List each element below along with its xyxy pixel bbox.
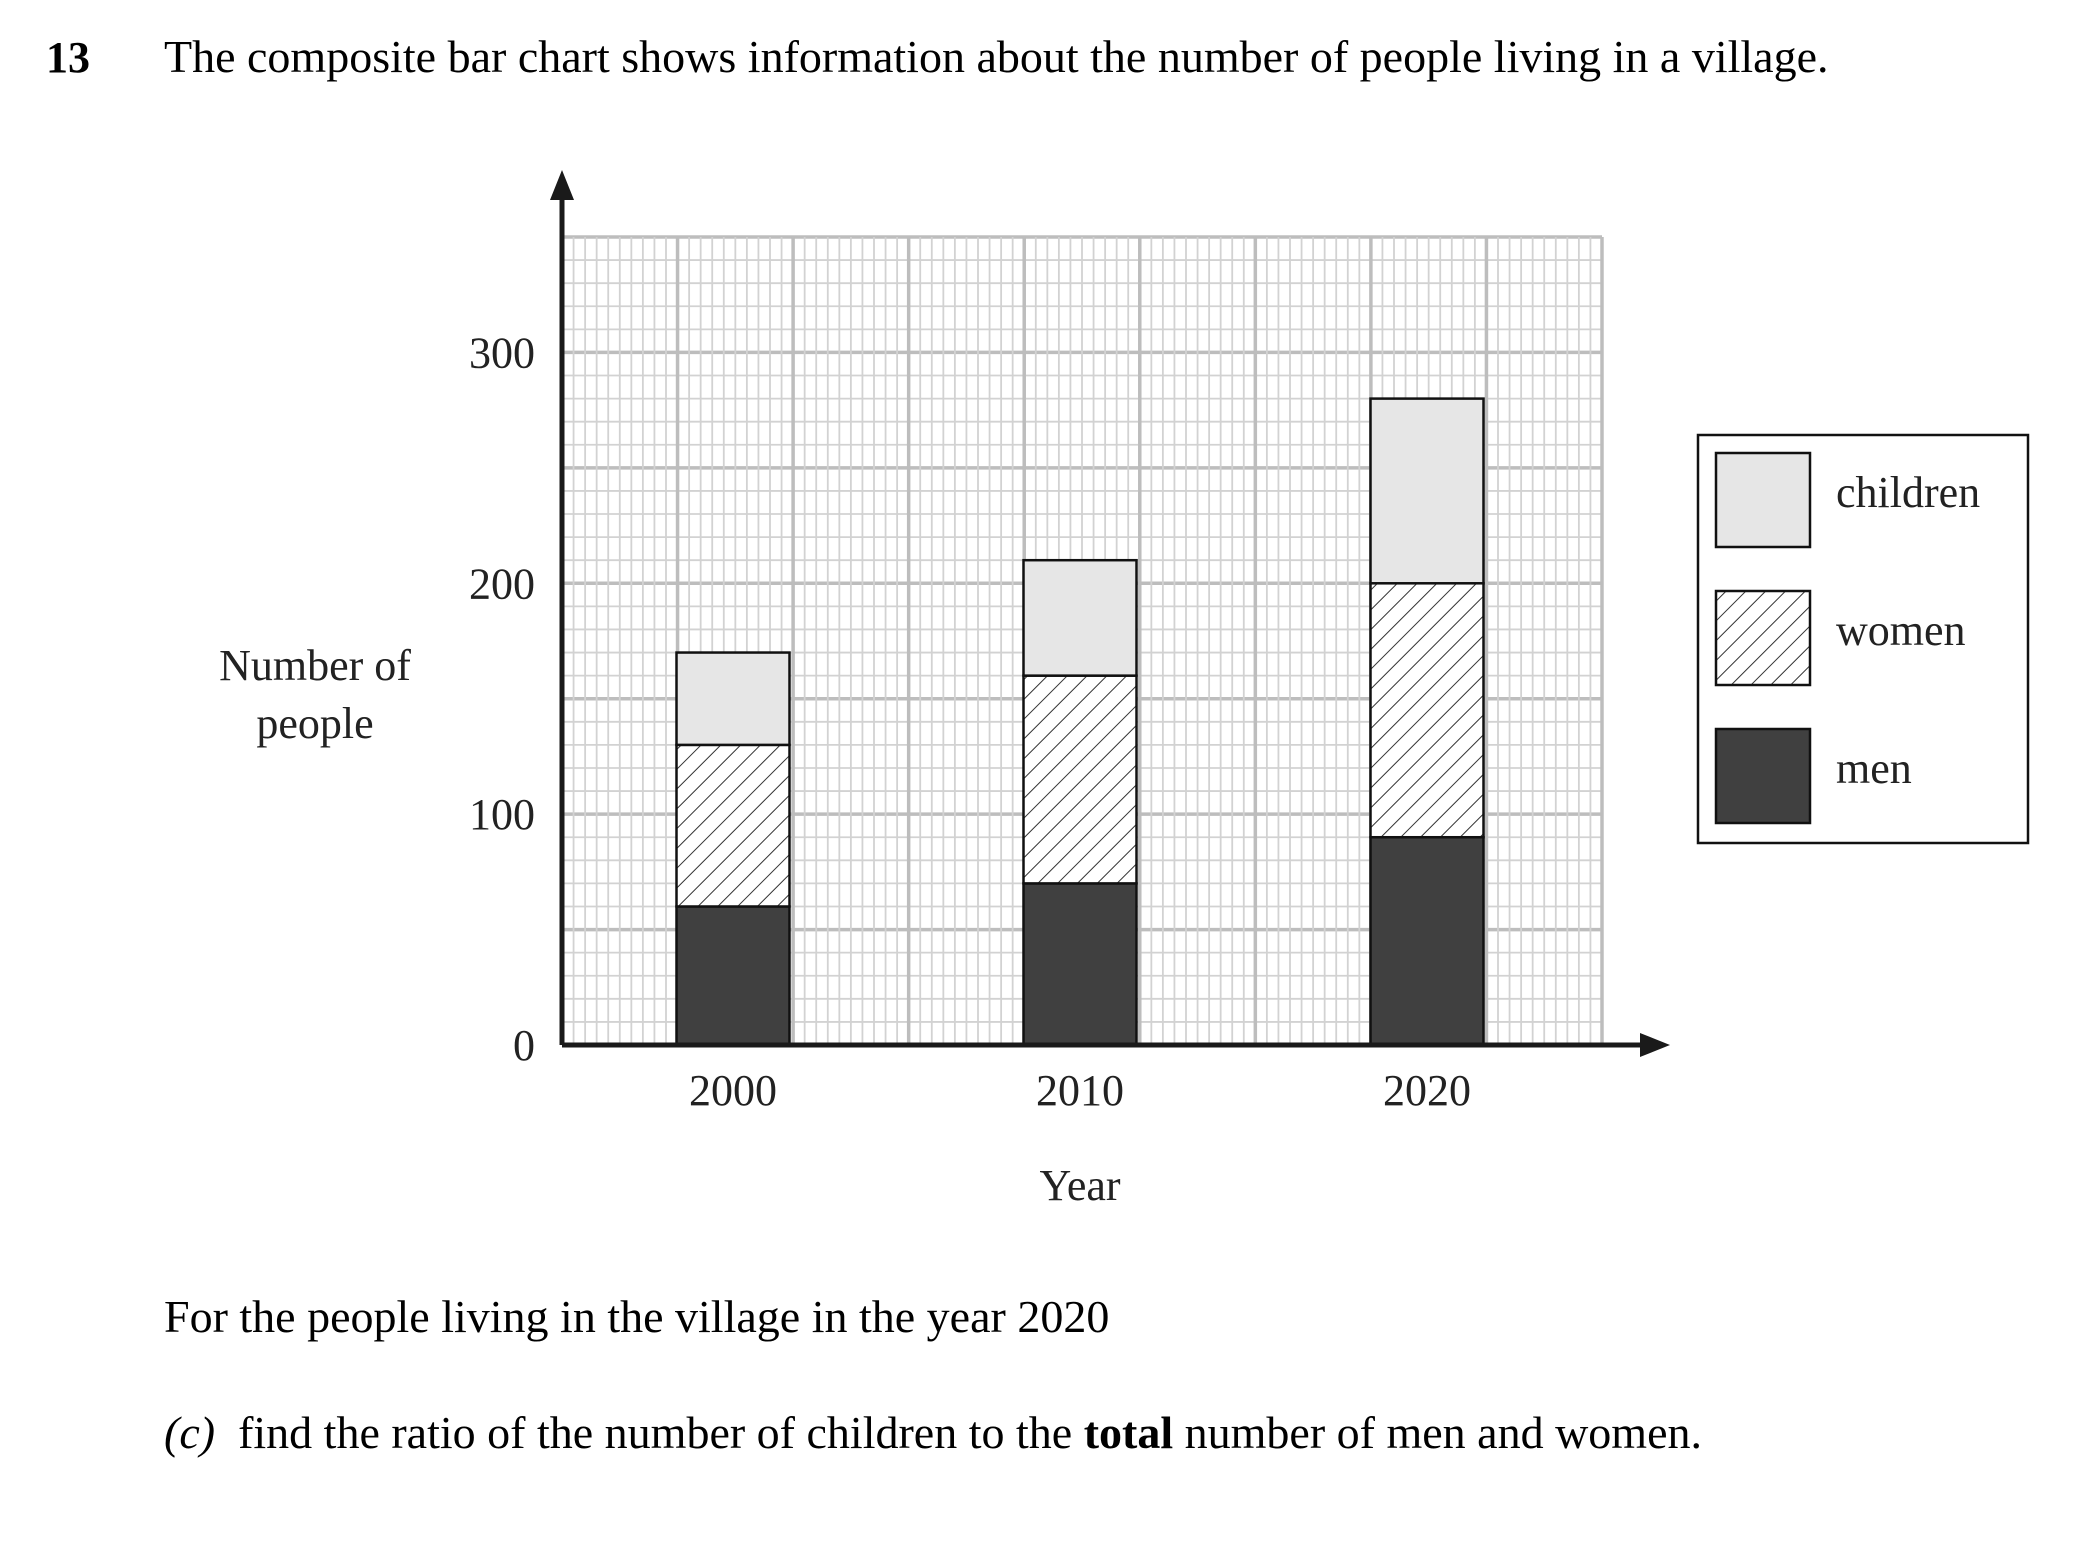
x-tick-label: 2000 (689, 1066, 777, 1115)
chart-axes (550, 170, 1670, 1057)
x-tick-label: 2010 (1036, 1066, 1124, 1115)
bar-men-2000 (675, 905, 791, 1047)
part-label: (c) (164, 1407, 216, 1458)
question-text: The composite bar chart shows informatio… (164, 31, 1829, 82)
y-tick-label: 300 (469, 328, 535, 377)
y-tick-label: 200 (469, 559, 535, 608)
part-text-before: find the ratio of the number of children… (238, 1407, 1073, 1458)
y-axis-arrow (550, 170, 574, 200)
bar-men-2020 (1369, 835, 1485, 1047)
chart-bars (675, 397, 1485, 1047)
bar-women-2000 (675, 743, 791, 908)
part-text-bold: total (1083, 1407, 1174, 1458)
question-intro: For the people living in the village in … (164, 1291, 1110, 1342)
legend-swatch-women (1714, 589, 1812, 687)
y-axis-label: Number of (219, 641, 411, 690)
legend-swatch-children (1714, 451, 1812, 549)
y-tick-label: 100 (469, 790, 535, 839)
composite-bar-chart: 0 100 200 300 2000 2010 2020 Year Number of peop… (219, 170, 2030, 1210)
chart-tick-labels: 0 100 200 300 2000 2010 2020 (469, 328, 1471, 1115)
part-text-after: number of men and women. (1184, 1407, 1702, 1458)
y-axis-label: people (256, 699, 373, 748)
bar-children-2000 (675, 651, 791, 747)
x-tick-label: 2020 (1383, 1066, 1471, 1115)
legend-label-men: men (1836, 744, 1912, 793)
legend-label-children: children (1836, 468, 1980, 517)
legend-swatch-men (1714, 727, 1812, 825)
legend-label-women: women (1836, 606, 1966, 655)
x-axis-arrow (1640, 1033, 1670, 1057)
x-axis-label: Year (1039, 1161, 1120, 1210)
bar-children-2020 (1369, 397, 1485, 585)
bar-men-2010 (1022, 882, 1138, 1047)
bar-women-2020 (1369, 582, 1485, 839)
chart-legend: children women men (1696, 433, 2030, 845)
y-tick-label: 0 (513, 1021, 535, 1070)
chart-axis-labels: Year Number of people (219, 641, 1121, 1210)
question-part-c: (c) find the ratio of the number of chil… (164, 1406, 1702, 1459)
question-number: 13 (46, 33, 90, 82)
bar-children-2010 (1022, 558, 1138, 677)
bar-women-2010 (1022, 674, 1138, 885)
